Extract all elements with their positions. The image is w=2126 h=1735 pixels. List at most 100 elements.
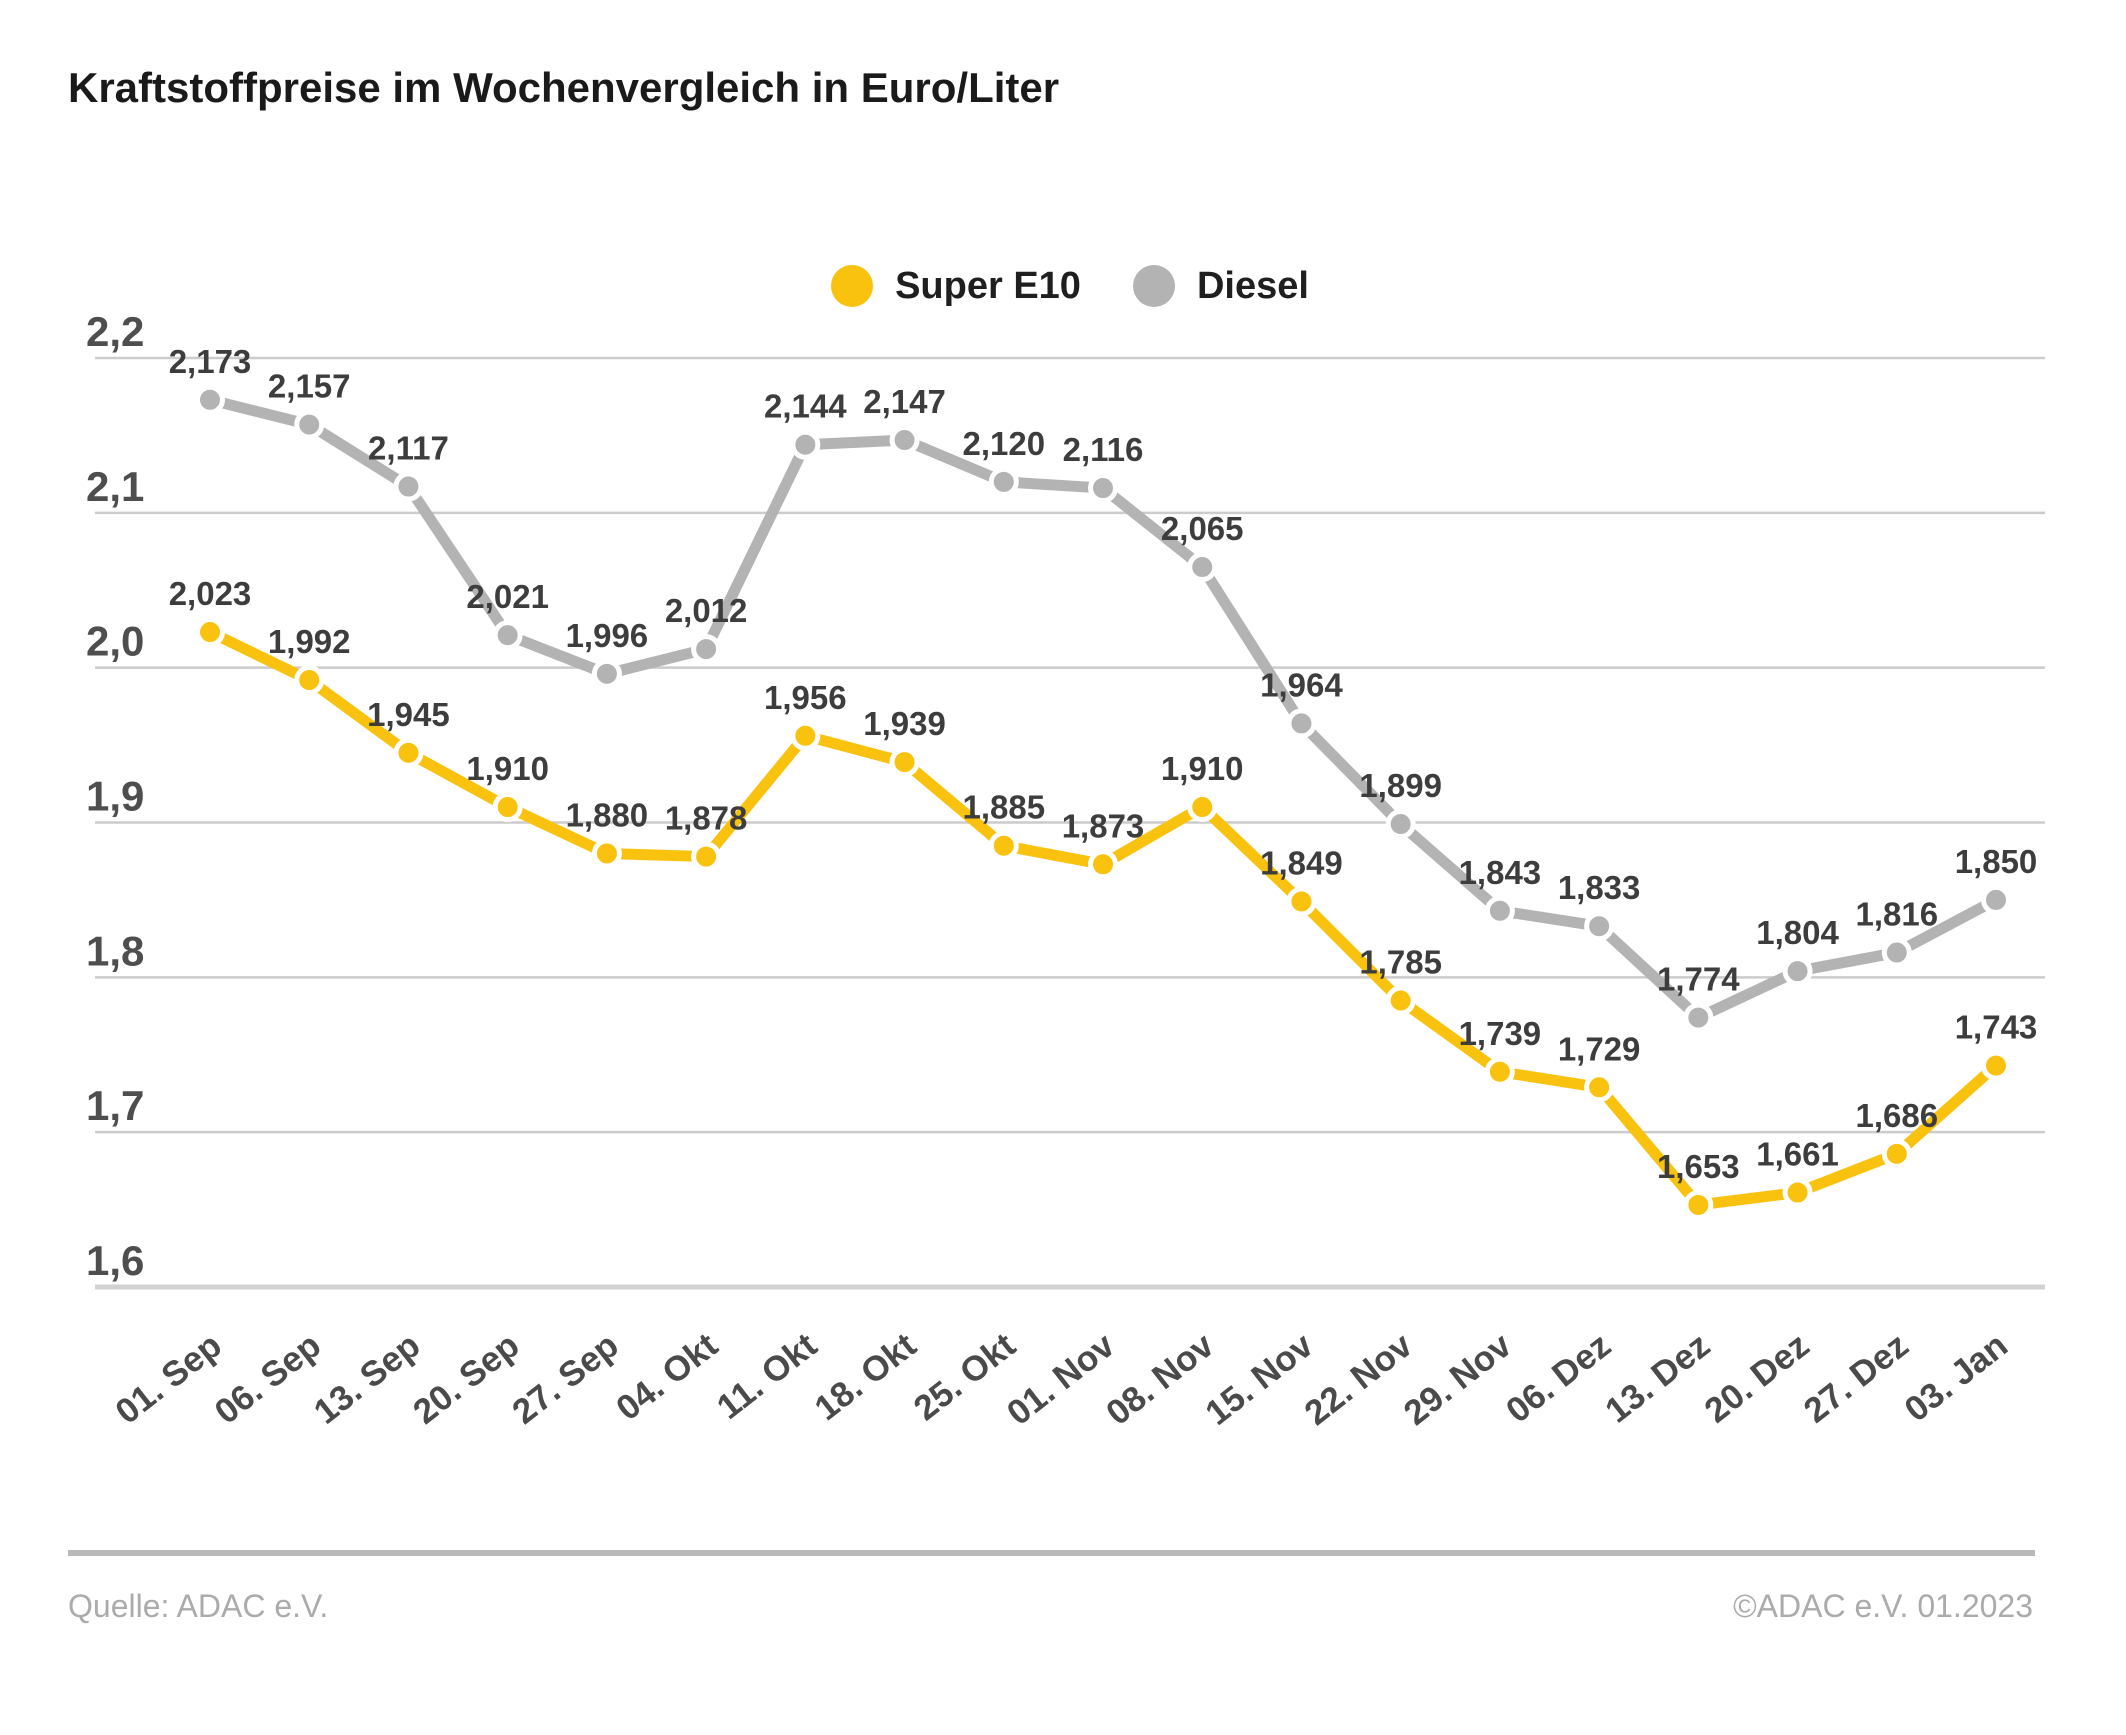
value-label-diesel: 2,117 (368, 430, 449, 467)
value-label-super-e10: 1,885 (962, 789, 1045, 826)
value-label-super-e10: 1,956 (764, 679, 847, 716)
data-point-marker-super-e10 (1683, 1189, 1714, 1220)
x-axis-tick-label: 22. Nov (1297, 1325, 1420, 1433)
x-axis-tick-label: 01. Sep (108, 1326, 229, 1432)
value-label-super-e10: 1,739 (1459, 1015, 1542, 1052)
value-label-diesel: 2,021 (466, 578, 549, 615)
x-axis-tick-label: 27. Sep (505, 1326, 626, 1432)
legend-item-super-e10: Super E10 (831, 265, 1081, 308)
data-point-marker-diesel (1286, 708, 1317, 739)
data-point-marker-diesel (1981, 884, 2011, 915)
legend-marker-super-e10-icon (831, 265, 874, 307)
value-label-diesel: 1,843 (1459, 854, 1542, 891)
data-point-marker-diesel (1484, 895, 1515, 926)
data-point-marker-super-e10 (591, 838, 622, 869)
x-axis-tick-label: 29. Nov (1397, 1325, 1520, 1433)
x-axis-tick-label: 06. Dez (1499, 1326, 1618, 1431)
x-axis-tick-label: 18. Okt (807, 1325, 923, 1428)
x-axis-tick-label: 25. Okt (907, 1325, 1023, 1428)
data-point-marker-super-e10 (691, 841, 722, 872)
data-point-marker-super-e10 (1981, 1050, 2011, 1081)
legend-item-diesel: Diesel (1132, 264, 1309, 308)
x-axis-tick-label: 04. Okt (609, 1325, 725, 1428)
value-label-super-e10: 1,653 (1657, 1148, 1740, 1185)
legend: Super E10 Diesel (95, 256, 2045, 316)
data-point-marker-diesel (393, 471, 424, 502)
legend-label-super-e10: Super E10 (895, 264, 1081, 307)
data-point-marker-diesel (492, 620, 523, 651)
value-label-super-e10: 1,873 (1062, 807, 1145, 844)
data-point-marker-super-e10 (1881, 1138, 1912, 1169)
value-label-diesel: 2,144 (764, 388, 847, 425)
data-point-marker-diesel (195, 384, 225, 415)
value-label-diesel: 2,147 (863, 383, 946, 420)
x-axis-tick-label: 11. Okt (710, 1325, 825, 1427)
data-point-marker-super-e10 (492, 792, 523, 823)
data-point-marker-super-e10 (1584, 1072, 1615, 1103)
data-point-marker-super-e10 (294, 665, 325, 696)
data-point-marker-super-e10 (1782, 1177, 1813, 1208)
value-label-super-e10: 1,661 (1756, 1136, 1839, 1173)
value-label-diesel: 1,899 (1359, 767, 1442, 804)
data-point-marker-super-e10 (988, 830, 1019, 861)
data-point-marker-super-e10 (1484, 1056, 1515, 1087)
value-label-super-e10: 1,945 (367, 696, 450, 733)
legend-marker-diesel-icon (1132, 265, 1175, 307)
data-point-marker-diesel (1385, 809, 1416, 840)
data-point-marker-diesel (790, 429, 821, 460)
value-label-super-e10: 1,743 (1955, 1009, 2038, 1046)
x-axis-tick-label: 13. Dez (1598, 1326, 1717, 1431)
y-axis-tick-label: 1,6 (86, 1237, 144, 1284)
data-point-marker-diesel (294, 409, 325, 440)
data-point-marker-diesel (591, 658, 622, 689)
value-label-diesel: 1,833 (1558, 869, 1641, 906)
x-axis-tick-label: 01. Nov (1000, 1325, 1123, 1433)
data-point-marker-diesel (1881, 937, 1912, 968)
data-point-marker-diesel (1782, 956, 1813, 987)
series-line-super-e10 (204, 626, 2002, 1211)
legend-label-diesel: Diesel (1196, 264, 1309, 307)
footer-source: Quelle: ADAC e.V. (68, 1588, 329, 1624)
x-axis-tick-label: 27. Dez (1797, 1326, 1916, 1431)
value-label-super-e10: 2,023 (169, 575, 252, 612)
value-label-diesel: 1,996 (566, 617, 649, 654)
x-axis-tick-label: 03. Jan (1897, 1326, 2015, 1430)
value-label-diesel: 2,012 (665, 592, 748, 629)
value-label-super-e10: 1,849 (1260, 844, 1343, 881)
value-label-diesel: 2,116 (1063, 431, 1144, 468)
value-label-super-e10: 1,686 (1855, 1097, 1938, 1134)
data-point-marker-super-e10 (1088, 849, 1118, 880)
x-axis-tick-label: 20. Sep (406, 1326, 527, 1432)
x-axis-tick-label: 08. Nov (1099, 1325, 1222, 1433)
y-axis-tick-label: 2,0 (86, 618, 144, 665)
data-point-marker-super-e10 (1385, 985, 1416, 1016)
value-label-super-e10: 1,878 (665, 800, 748, 837)
x-axis-tick-label: 15. Nov (1198, 1325, 1321, 1433)
y-axis-tick-label: 1,9 (86, 773, 144, 820)
data-point-marker-diesel (1187, 552, 1218, 583)
y-axis-tick-label: 1,8 (86, 927, 144, 974)
value-label-diesel: 2,065 (1161, 510, 1244, 547)
value-label-diesel: 1,804 (1756, 914, 1839, 951)
value-label-super-e10: 1,785 (1359, 944, 1442, 981)
x-axis-tick-label: 13. Sep (307, 1326, 428, 1432)
data-point-marker-diesel (1683, 1002, 1714, 1033)
x-axis-tick-label: 20. Dez (1697, 1326, 1816, 1431)
value-label-diesel: 1,816 (1855, 896, 1938, 933)
value-label-super-e10: 1,910 (1161, 750, 1244, 787)
value-label-diesel: 1,774 (1657, 961, 1740, 998)
data-point-marker-diesel (988, 466, 1019, 497)
data-point-marker-super-e10 (195, 617, 225, 648)
value-label-super-e10: 1,939 (863, 705, 946, 742)
data-point-marker-diesel (1584, 911, 1615, 942)
data-point-marker-diesel (691, 634, 722, 665)
value-label-super-e10: 1,880 (566, 796, 649, 833)
x-axis-tick-label: 06. Sep (208, 1326, 329, 1432)
data-point-marker-super-e10 (393, 737, 424, 768)
data-point-marker-super-e10 (889, 747, 920, 778)
footer-copyright: ©ADAC e.V. 01.2023 (1733, 1588, 2033, 1624)
value-label-super-e10: 1,729 (1558, 1030, 1641, 1067)
chart-title: Kraftstoffpreise im Wochenvergleich in E… (68, 64, 1060, 111)
y-axis-tick-label: 2,1 (86, 463, 144, 510)
value-label-diesel: 2,173 (169, 343, 252, 380)
